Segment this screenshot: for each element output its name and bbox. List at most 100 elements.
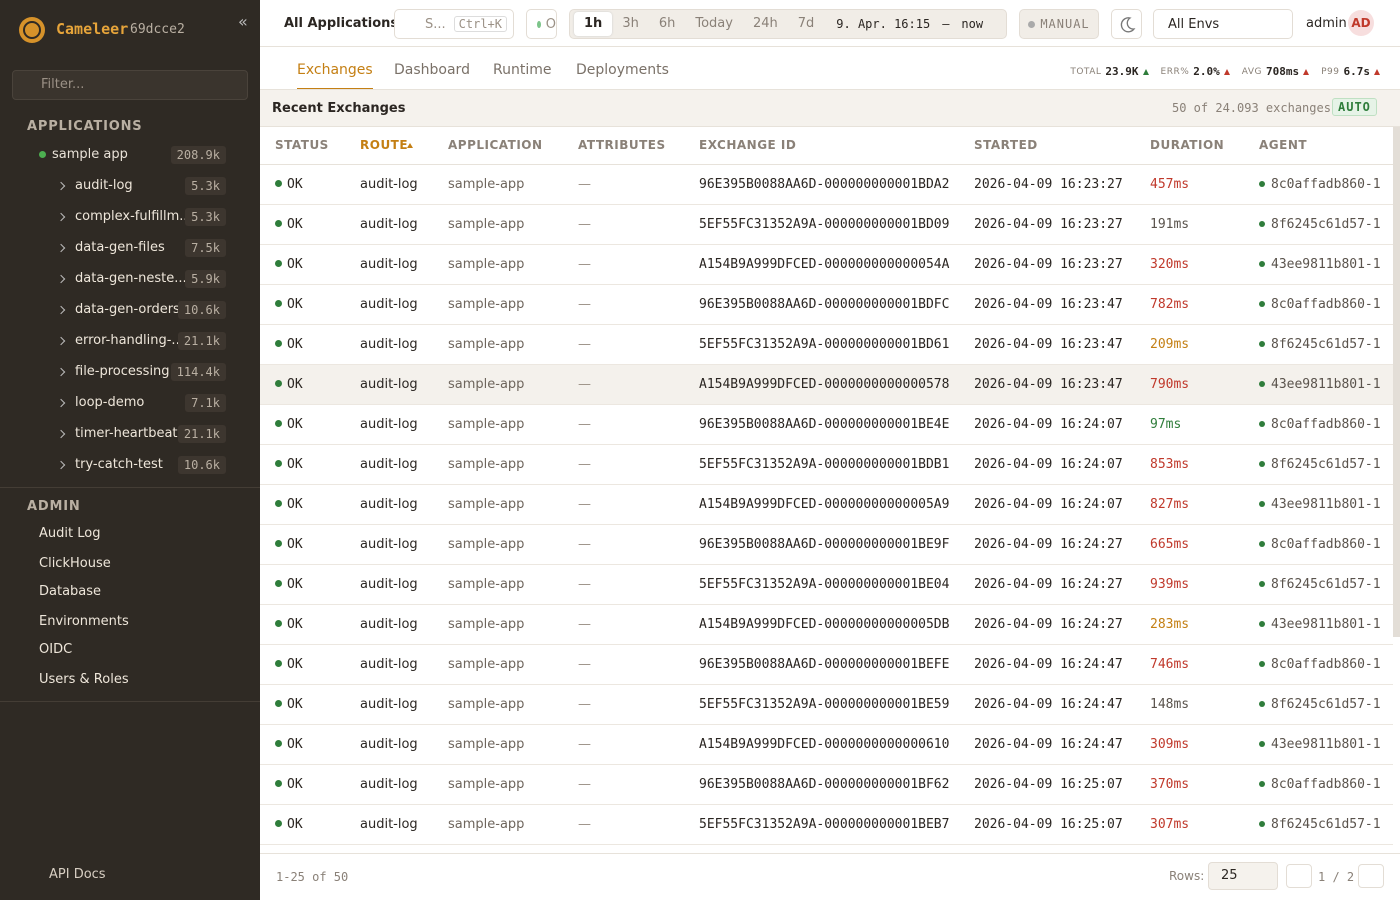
table-row[interactable]: OK audit-log sample-app — 96E395B0088AA6D-00… (260, 285, 1393, 325)
cell-text: — (578, 217, 591, 232)
route-link[interactable]: data-gen-orders (75, 302, 180, 317)
cell-text: sample-app (448, 577, 525, 592)
route: audit-log (360, 805, 418, 845)
admin-link[interactable]: OIDC (39, 642, 73, 657)
status: OK (275, 445, 303, 485)
filter[interactable]: Filter... (12, 70, 248, 100)
status: OK (275, 205, 303, 245)
scrollbar[interactable] (1393, 127, 1400, 637)
route-link[interactable]: complex-fulfillm... (75, 209, 192, 224)
agent: 8c0affadb860-1 (1259, 525, 1381, 565)
started: 2026-04-09 16:24:47 (974, 645, 1123, 685)
mode[interactable]: MANUAL (1019, 9, 1099, 39)
tab[interactable]: Runtime (493, 62, 552, 78)
search[interactable]: S... Ctrl+K (394, 9, 514, 39)
auto-badge[interactable]: AUTO (1332, 98, 1377, 116)
next-page[interactable] (1358, 864, 1384, 888)
exchange-id: 96E395B0088AA6D-000000000001BE9F (699, 525, 949, 565)
time-range-option[interactable]: 6h (658, 16, 676, 31)
env-select[interactable]: All Envs (1153, 9, 1293, 39)
prev-page[interactable] (1286, 864, 1312, 888)
rows-select[interactable]: 25 (1208, 862, 1278, 890)
route-link[interactable]: file-processing (75, 364, 170, 379)
attributes: — (578, 285, 591, 325)
admin-link[interactable]: ClickHouse (39, 556, 111, 571)
column-header[interactable]: STARTED (974, 138, 1038, 152)
time-range-option[interactable]: 7d (797, 16, 815, 31)
table-row[interactable]: OK audit-log sample-app — 5EF55FC31352A9A-00… (260, 805, 1393, 845)
cell-text: 8c0affadb860-1 (1271, 177, 1381, 192)
agent: 8f6245c61d57-1 (1259, 205, 1381, 245)
status-dot (275, 700, 282, 707)
collapse[interactable]: « (238, 12, 248, 31)
route-link[interactable]: try-catch-test (75, 457, 163, 472)
table-row[interactable]: OK audit-log sample-app — 96E395B0088AA6D-00… (260, 405, 1393, 445)
avatar[interactable]: AD (1348, 10, 1374, 36)
route-link[interactable]: data-gen-neste... (75, 271, 187, 286)
status: OK (275, 525, 303, 565)
time-range-option[interactable]: 3h (622, 16, 639, 31)
application: sample-app (448, 765, 524, 805)
column-header[interactable]: EXCHANGE ID (699, 138, 797, 152)
agent: 43ee9811b801-1 (1259, 245, 1381, 285)
cell-text: 8f6245c61d57-1 (1271, 577, 1381, 592)
table-row[interactable]: OK audit-log sample-app — 96E395B0088AA6D-00… (260, 765, 1393, 805)
started: 2026-04-09 16:23:27 (974, 245, 1123, 285)
table-row[interactable]: OK audit-log sample-app — 5EF55FC31352A9A-00… (260, 565, 1393, 605)
app-name[interactable]: sample app (52, 147, 128, 162)
duration: 191ms (1150, 205, 1189, 245)
started: 2026-04-09 16:24:47 (974, 725, 1123, 765)
time-range-option[interactable]: 1h (574, 12, 613, 36)
tab[interactable]: Deployments (576, 62, 669, 78)
table-row[interactable]: OK audit-log sample-app — A154B9A999DFCED-00… (260, 365, 1393, 405)
attributes: — (578, 245, 591, 285)
table-row[interactable]: OK audit-log sample-app — 5EF55FC31352A9A-00… (260, 685, 1393, 725)
api-docs[interactable]: API Docs (49, 867, 106, 882)
route-link[interactable]: data-gen-files (75, 240, 165, 255)
table-row[interactable]: OK audit-log sample-app — A154B9A999DFCED-00… (260, 725, 1393, 765)
chevron (56, 336, 66, 346)
range-start[interactable]: 9. Apr. 16:15 (836, 17, 931, 31)
column-header[interactable]: STATUS (275, 138, 329, 152)
route-link[interactable]: audit-log (75, 178, 133, 193)
table-row[interactable]: OK audit-log sample-app — A154B9A999DFCED-00… (260, 245, 1393, 285)
status-filter[interactable]: O (526, 9, 557, 39)
theme-toggle[interactable] (1111, 9, 1142, 39)
table-row[interactable]: OK audit-log sample-app — 5EF55FC31352A9A-00… (260, 205, 1393, 245)
column-header[interactable]: APPLICATION (448, 138, 543, 152)
cell-text: — (578, 177, 591, 192)
tab[interactable]: Exchanges (297, 62, 373, 90)
cell-text: 370ms (1150, 777, 1190, 792)
column-header[interactable]: AGENT (1259, 138, 1308, 152)
table-row[interactable]: OK audit-log sample-app — 96E395B0088AA6D-00… (260, 165, 1393, 205)
column-header[interactable]: ROUTE (360, 138, 409, 152)
table-row[interactable]: OK audit-log sample-app — A154B9A999DFCED-00… (260, 605, 1393, 645)
status: OK (275, 565, 303, 605)
route-link[interactable]: error-handling-... (75, 333, 184, 348)
status: OK (275, 405, 303, 445)
admin-link[interactable]: Database (39, 584, 102, 599)
admin-link[interactable]: Audit Log (39, 526, 101, 541)
column-header[interactable]: DURATION (1150, 138, 1225, 152)
chevron (56, 367, 66, 377)
route-link[interactable]: timer-heartbeat (75, 426, 178, 441)
tab[interactable]: Dashboard (394, 62, 470, 78)
table-row[interactable]: OK audit-log sample-app — 96E395B0088AA6D-00… (260, 525, 1393, 565)
range-end[interactable]: now (961, 17, 984, 31)
table-row[interactable]: OK audit-log sample-app — 5EF55FC31352A9A-00… (260, 325, 1393, 365)
duration: 782ms (1150, 285, 1189, 325)
route-count: 5.3k (185, 177, 226, 195)
table-row[interactable]: OK audit-log sample-app — 96E395B0088AA6D-00… (260, 645, 1393, 685)
route-count: 7.5k (185, 239, 226, 257)
status-text: O (545, 16, 556, 32)
table-row[interactable]: OK audit-log sample-app — 5EF55FC31352A9A-00… (260, 445, 1393, 485)
time-range-option[interactable]: 24h (752, 16, 778, 31)
cell-text: OK (287, 457, 303, 472)
column-header[interactable]: ATTRIBUTES (578, 138, 666, 152)
table-row[interactable]: OK audit-log sample-app — A154B9A999DFCED-00… (260, 485, 1393, 525)
status-dot (275, 380, 282, 387)
admin-link[interactable]: Users & Roles (39, 672, 129, 687)
time-range-option[interactable]: Today (695, 16, 733, 31)
admin-link[interactable]: Environments (39, 614, 129, 629)
route-link[interactable]: loop-demo (75, 395, 145, 410)
